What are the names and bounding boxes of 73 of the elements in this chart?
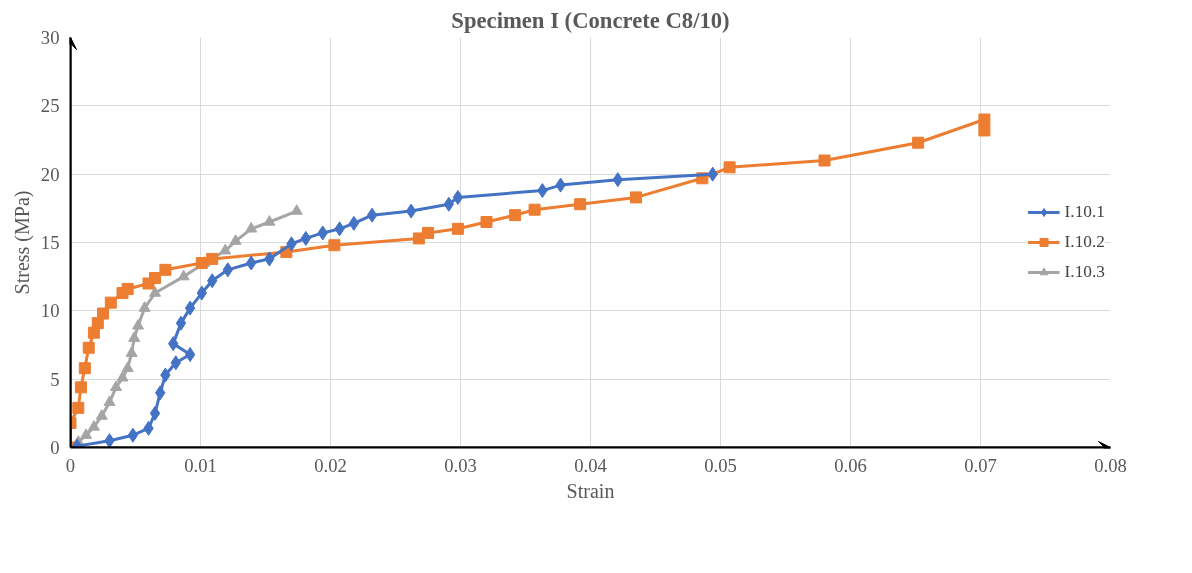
point: [412, 232, 425, 245]
point: [159, 263, 172, 276]
point: [480, 216, 493, 228]
y-tick-label: 20: [40, 163, 60, 185]
point: [110, 380, 122, 392]
y-tick-label: 10: [40, 300, 60, 322]
x-tick-label: 0.02: [314, 454, 347, 476]
x-axis-title: Strain: [566, 479, 615, 502]
point: [149, 405, 161, 421]
point: [149, 272, 161, 285]
point: [95, 409, 108, 420]
point: [87, 420, 100, 431]
point: [127, 427, 139, 443]
point: [405, 203, 417, 219]
point: [290, 204, 303, 215]
x-tick-label: 0.06: [834, 454, 867, 476]
point: [366, 207, 378, 223]
point: [451, 222, 464, 235]
point: [528, 203, 541, 216]
point: [978, 113, 991, 126]
point: [184, 347, 196, 363]
point: [912, 136, 925, 149]
point: [818, 154, 831, 167]
x-tick-label: 0: [65, 454, 76, 476]
point: [103, 395, 116, 407]
point: [452, 189, 464, 205]
point: [82, 341, 95, 354]
y-tick-label: 0: [50, 437, 60, 458]
x-tick-label: 0.03: [444, 454, 477, 476]
point: [104, 296, 117, 309]
point: [206, 252, 219, 265]
point: [125, 346, 138, 357]
point: [723, 161, 736, 174]
point: [574, 198, 587, 211]
point: [72, 401, 85, 414]
point: [80, 428, 93, 439]
point: [219, 243, 232, 255]
point: [78, 362, 91, 375]
x-tick-label: 0.08: [1094, 454, 1127, 476]
point: [74, 381, 87, 394]
point: [149, 286, 161, 297]
legend-label: I.10.3: [1064, 262, 1105, 282]
point: [509, 209, 522, 222]
legend-label: I.10.2: [1064, 232, 1105, 252]
x-tick-label: 0.05: [704, 454, 737, 476]
point: [138, 301, 151, 312]
x-tick-label: 0.04: [574, 454, 608, 476]
y-tick-label: 30: [40, 27, 60, 48]
point: [116, 370, 129, 382]
chart-title: Specimen I (Concrete C8/10): [451, 7, 730, 33]
point: [175, 315, 187, 331]
y-tick-label: 15: [40, 232, 60, 253]
point: [97, 307, 109, 320]
point: [422, 226, 434, 239]
x-tick-label: 0.07: [964, 454, 997, 476]
y-tick-label: 25: [40, 95, 60, 117]
point: [263, 215, 276, 226]
point: [132, 319, 145, 330]
point: [121, 361, 134, 372]
point: [128, 331, 141, 342]
point: [328, 239, 341, 252]
point: [348, 215, 360, 231]
y-axis-title: Stress (MPa): [10, 190, 34, 295]
point: [184, 300, 196, 316]
point: [229, 234, 242, 245]
point: [104, 433, 115, 448]
x-tick-label: 0.01: [184, 454, 217, 476]
point: [245, 221, 258, 233]
y-tick-label: 5: [50, 368, 60, 390]
point: [978, 124, 991, 137]
point: [121, 282, 134, 295]
point: [630, 191, 642, 204]
legend-label: I.10.1: [1064, 202, 1105, 222]
